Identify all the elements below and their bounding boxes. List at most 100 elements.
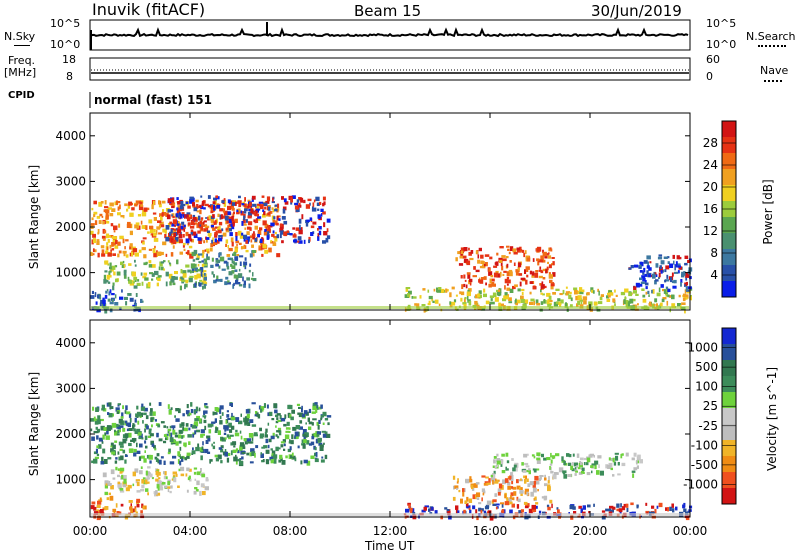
heatmap-cell: [223, 260, 228, 264]
heatmap-cell: [318, 442, 323, 446]
heatmap-cell: [504, 278, 509, 284]
heatmap-cell: [212, 201, 216, 204]
heatmap-cell: [685, 281, 688, 286]
heatmap-cell: [317, 233, 320, 237]
heatmap-cell: [323, 442, 325, 445]
heatmap-cell: [306, 460, 311, 466]
heatmap-cell: [95, 418, 98, 421]
heatmap-cell: [511, 474, 514, 480]
heatmap-cell: [542, 249, 544, 254]
heatmap-cell: [163, 425, 167, 428]
heatmap-cell: [195, 218, 198, 222]
heatmap-cell: [510, 472, 513, 476]
heatmap-cell: [214, 454, 219, 458]
heatmap-cell: [214, 226, 217, 229]
heatmap-cell: [136, 282, 141, 286]
heatmap-cell: [460, 275, 463, 279]
heatmap-cell: [298, 412, 304, 418]
heatmap-cell: [297, 431, 300, 437]
heatmap-cell: [689, 295, 692, 298]
heatmap-cell: [111, 451, 116, 455]
heatmap-cell: [107, 483, 112, 486]
heatmap-cell: [240, 413, 242, 417]
heatmap-region-6: [455, 245, 556, 290]
heatmap-cell: [320, 459, 325, 463]
heatmap-cell: [530, 298, 535, 302]
heatmap-cell: [506, 468, 509, 471]
heatmap-cell: [251, 402, 256, 405]
heatmap-cell: [243, 234, 248, 239]
heatmap-cell: [491, 278, 495, 282]
heatmap-cell: [597, 455, 602, 459]
heatmap-cell: [104, 308, 108, 314]
heatmap-cell: [677, 263, 681, 267]
heatmap-cell: [227, 257, 231, 261]
heatmap-cell: [104, 270, 108, 273]
heatmap-cell: [549, 466, 551, 470]
heatmap-cell: [631, 470, 636, 473]
heatmap-cell: [255, 208, 261, 211]
heatmap-cell: [190, 232, 193, 235]
heatmap-cell: [206, 230, 211, 233]
heatmap-cell: [318, 419, 321, 424]
heatmap-cell: [98, 220, 102, 224]
heatmap-cell: [493, 265, 498, 268]
heatmap-cell: [645, 286, 648, 290]
heatmap-cell: [299, 420, 303, 424]
heatmap-cell: [204, 486, 209, 491]
heatmap-cell: [104, 480, 108, 485]
heatmap-cell: [527, 453, 529, 456]
heatmap-cell: [618, 508, 623, 513]
heatmap-cell: [114, 440, 118, 443]
heatmap-cell: [99, 295, 102, 300]
heatmap-cell: [322, 411, 327, 417]
heatmap-cell: [206, 251, 210, 254]
heatmap-cell: [547, 298, 550, 303]
heatmap-cell: [664, 279, 667, 283]
heatmap-cell: [656, 292, 661, 297]
heatmap-cell: [528, 470, 531, 475]
heatmap-cell: [509, 260, 512, 263]
heatmap-cell: [231, 225, 235, 230]
heatmap-cell: [182, 244, 185, 248]
heatmap-cell: [152, 212, 157, 215]
heatmap-cell: [473, 483, 478, 488]
heatmap-cell: [109, 270, 112, 273]
heatmap-cell: [483, 514, 487, 519]
heatmap-cell: [548, 247, 550, 252]
heatmap-cell: [272, 230, 275, 234]
heatmap-cell: [171, 205, 175, 209]
heatmap-cell: [541, 453, 544, 458]
heatmap-cell: [246, 231, 250, 235]
heatmap-cell: [513, 251, 518, 255]
heatmap-cell: [178, 440, 182, 444]
heatmap-cell: [145, 488, 149, 492]
heatmap-cell: [223, 198, 226, 201]
heatmap-cell: [454, 485, 459, 489]
colorbar-tick-label: -25: [698, 419, 718, 433]
heatmap-cell: [121, 412, 124, 417]
heatmap-cell: [171, 213, 175, 218]
heatmap-cell: [428, 300, 431, 304]
heatmap-cell: [110, 469, 115, 475]
heatmap-cell: [134, 259, 136, 263]
heatmap-cell: [215, 427, 219, 431]
heatmap-cell: [197, 237, 202, 241]
heatmap-cell: [132, 425, 135, 430]
heatmap-cell: [173, 477, 177, 483]
heatmap-cell: [203, 207, 206, 210]
heatmap-cell: [312, 221, 317, 225]
heatmap-cell: [237, 208, 241, 214]
heatmap-cell: [276, 413, 281, 416]
heatmap-cell: [269, 411, 273, 416]
heatmap-cell: [189, 196, 194, 200]
heatmap-cell: [405, 508, 410, 513]
heatmap-cell: [184, 283, 188, 288]
heatmap-cell: [126, 422, 130, 427]
heatmap-cell: [152, 411, 156, 416]
heatmap-cell: [94, 292, 97, 298]
heatmap-cell: [106, 426, 111, 431]
heatmap-cell: [593, 454, 595, 458]
heatmap-cell: [480, 308, 486, 311]
heatmap-cell: [117, 424, 121, 429]
